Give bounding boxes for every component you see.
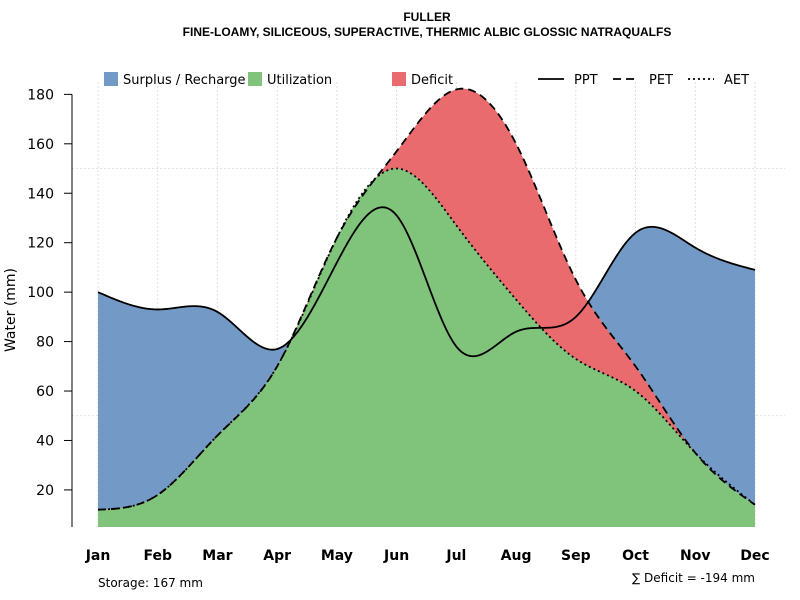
x-tick-label: Aug bbox=[501, 548, 532, 564]
y-tick-label: 20 bbox=[36, 483, 54, 499]
y-tick-label: 160 bbox=[27, 137, 54, 153]
legend-label: PPT bbox=[574, 73, 598, 88]
aet-line bbox=[97, 167, 756, 511]
x-tick-label: Jun bbox=[383, 548, 409, 564]
y-tick-label: 40 bbox=[36, 433, 54, 449]
y-tick-label: 140 bbox=[27, 186, 54, 202]
x-tick-label: May bbox=[321, 548, 353, 564]
storage-annotation: Storage: 167 mm bbox=[98, 576, 203, 590]
x-tick-label: Dec bbox=[740, 548, 769, 564]
legend: Surplus / Recharge Utilization Deficit PPT P… bbox=[104, 72, 749, 88]
legend-label: Utilization bbox=[267, 73, 332, 88]
y-axis-title: Water (mm) bbox=[3, 268, 19, 352]
x-tick-label: Sep bbox=[561, 548, 591, 564]
surplus-recharge-area bbox=[98, 292, 291, 510]
water-areas bbox=[98, 88, 755, 528]
x-tick-label: Oct bbox=[622, 548, 649, 564]
x-tick-label: Nov bbox=[680, 548, 710, 564]
axes: 20 40 60 80 100 120 140 160 180 Jan Feb Mar Apr May Ju… bbox=[27, 87, 769, 564]
x-tick-label: Apr bbox=[263, 548, 291, 564]
legend-swatch bbox=[248, 72, 262, 86]
x-tick-label: Jan bbox=[85, 548, 111, 564]
legend-label: AET bbox=[724, 73, 749, 88]
x-tick-label: Mar bbox=[202, 548, 232, 564]
ppt-line bbox=[97, 206, 756, 358]
deficit-annotation: ∑ Deficit = -194 mm bbox=[632, 571, 755, 585]
legend-swatch bbox=[104, 72, 118, 86]
utilization-area bbox=[98, 168, 755, 527]
y-tick-label: 120 bbox=[27, 236, 54, 252]
x-tick-label: Feb bbox=[143, 548, 172, 564]
y-tick-label: 100 bbox=[27, 285, 54, 301]
legend-label: Deficit bbox=[411, 73, 453, 88]
y-tick-label: 180 bbox=[27, 87, 54, 103]
x-tick-label: Jul bbox=[445, 548, 466, 564]
legend-label: PET bbox=[649, 73, 673, 88]
legend-swatch bbox=[392, 72, 406, 86]
chart-subtitle: FINE-LOAMY, SILICEOUS, SUPERACTIVE, THER… bbox=[183, 25, 672, 39]
legend-label: Surplus / Recharge bbox=[123, 73, 246, 88]
chart-title: FULLER bbox=[403, 10, 451, 24]
y-tick-label: 80 bbox=[36, 335, 54, 351]
surplus-recharge-area bbox=[589, 226, 755, 505]
series-lines bbox=[97, 87, 756, 511]
y-tick-label: 60 bbox=[36, 384, 54, 400]
pet-line bbox=[97, 87, 756, 511]
